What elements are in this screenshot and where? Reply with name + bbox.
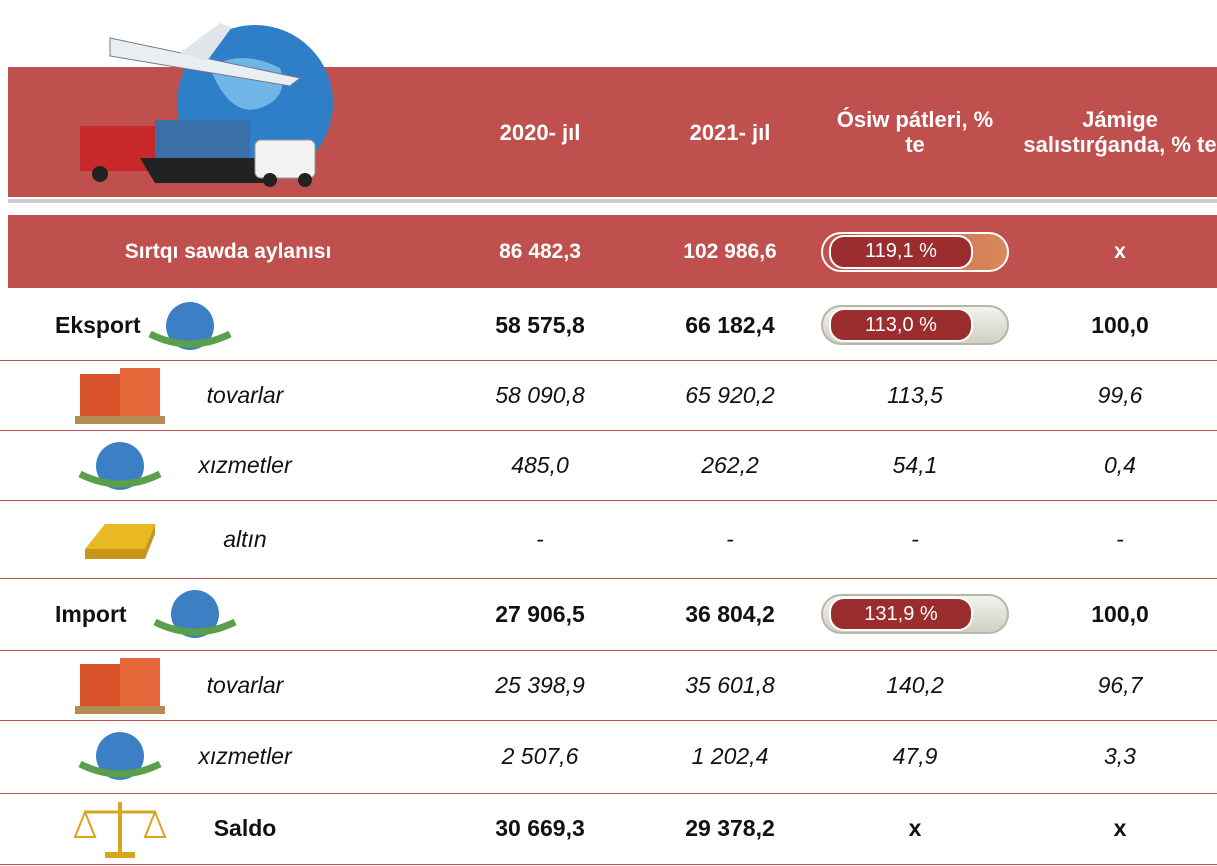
row-icon [145, 582, 245, 651]
row-label: xızmetler [180, 720, 310, 793]
cell: 54,1 [815, 430, 1015, 500]
table-row: altın---- [0, 500, 1217, 579]
icon [70, 364, 170, 428]
cell: 2 507,6 [440, 720, 640, 793]
cell: 140,2 [815, 650, 1015, 720]
pill: 131,9 % [821, 594, 1009, 634]
row-icon [70, 364, 170, 433]
column-header: Ósiw pátleri, % te [825, 67, 1005, 197]
cell: x [1020, 793, 1217, 864]
cell: 25 398,9 [440, 650, 640, 720]
pill-value: 119,1 % [829, 235, 973, 269]
header-shadow [8, 199, 1217, 203]
row-icon [140, 294, 240, 363]
header-illustration [70, 8, 340, 196]
pill-value: 131,9 % [829, 597, 973, 631]
row-icon [70, 654, 170, 723]
cell: 3,3 [1020, 720, 1217, 793]
row-label: xızmetler [180, 430, 310, 500]
cell: 30 669,3 [440, 793, 640, 864]
cell: 27 906,5 [440, 578, 640, 650]
pill: 119,1 % [821, 232, 1009, 272]
cell: x [815, 793, 1015, 864]
cell: 113,0 % [815, 290, 1015, 360]
row-label: Eksport [55, 290, 141, 360]
cell: 100,0 [1020, 578, 1217, 650]
row-label: altın [180, 500, 310, 578]
cell: 35 601,8 [630, 650, 830, 720]
icon [70, 797, 170, 861]
cell: x [1020, 215, 1217, 288]
cell: 131,9 % [815, 578, 1015, 650]
cell: 66 182,4 [630, 290, 830, 360]
cell: - [440, 500, 640, 578]
row-icon [70, 724, 170, 793]
slide: 2020- jıl2021- jılÓsiw pátleri, % teJámi… [0, 0, 1217, 864]
cell: 102 986,6 [630, 215, 830, 288]
row-icon [70, 797, 170, 866]
cell: 485,0 [440, 430, 640, 500]
cell: 65 920,2 [630, 360, 830, 430]
icon [70, 724, 170, 788]
column-header: Jámige salıstırǵanda, % te [1020, 67, 1217, 197]
cell: 119,1 % [815, 215, 1015, 288]
cell: 0,4 [1020, 430, 1217, 500]
cell: - [815, 500, 1015, 578]
row-label: tovarlar [180, 650, 310, 720]
row-label: Saldo [180, 793, 310, 864]
pill-value: 113,0 % [829, 308, 973, 342]
cell: 262,2 [630, 430, 830, 500]
cell: 1 202,4 [630, 720, 830, 793]
cell: 29 378,2 [630, 793, 830, 864]
cell: - [630, 500, 830, 578]
cell: 36 804,2 [630, 578, 830, 650]
icon [70, 654, 170, 718]
row-label: Sırtqı sawda aylanısı [8, 215, 448, 288]
cell: - [1020, 500, 1217, 578]
cell: 99,6 [1020, 360, 1217, 430]
icon [70, 434, 170, 498]
column-header: 2020- jıl [450, 67, 630, 197]
cell: 58 575,8 [440, 290, 640, 360]
icon [70, 504, 170, 568]
cell: 58 090,8 [440, 360, 640, 430]
row-icon [70, 504, 170, 573]
cell: 86 482,3 [440, 215, 640, 288]
icon [145, 582, 245, 646]
column-header: 2021- jıl [640, 67, 820, 197]
icon [140, 294, 240, 358]
page: 2020- jıl2021- jılÓsiw pátleri, % teJámi… [0, 0, 1217, 864]
row-label: tovarlar [180, 360, 310, 430]
cell: 47,9 [815, 720, 1015, 793]
pill: 113,0 % [821, 305, 1009, 345]
cell: 100,0 [1020, 290, 1217, 360]
cell: 96,7 [1020, 650, 1217, 720]
cell: 113,5 [815, 360, 1015, 430]
row-icon [70, 434, 170, 503]
row-label: Import [55, 578, 127, 650]
